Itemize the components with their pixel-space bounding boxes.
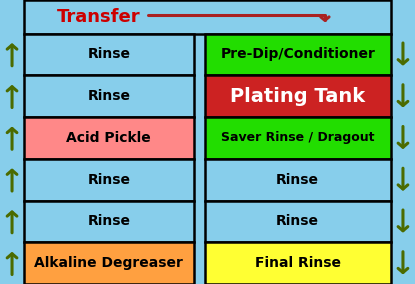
Text: Acid Pickle: Acid Pickle — [66, 131, 151, 145]
FancyBboxPatch shape — [205, 201, 391, 242]
Text: Rinse: Rinse — [87, 89, 130, 103]
FancyBboxPatch shape — [24, 117, 193, 159]
FancyBboxPatch shape — [205, 159, 391, 201]
Text: Plating Tank: Plating Tank — [230, 87, 365, 106]
Text: Rinse: Rinse — [276, 214, 319, 228]
FancyBboxPatch shape — [24, 75, 193, 117]
Text: Rinse: Rinse — [87, 173, 130, 187]
Text: Rinse: Rinse — [87, 47, 130, 61]
FancyBboxPatch shape — [24, 34, 193, 75]
Text: Pre-Dip/Conditioner: Pre-Dip/Conditioner — [220, 47, 375, 61]
FancyBboxPatch shape — [205, 34, 391, 75]
FancyBboxPatch shape — [205, 117, 391, 159]
FancyBboxPatch shape — [24, 159, 193, 201]
Text: Transfer: Transfer — [57, 8, 141, 26]
FancyBboxPatch shape — [205, 242, 391, 284]
Text: Saver Rinse / Dragout: Saver Rinse / Dragout — [221, 131, 374, 144]
FancyBboxPatch shape — [24, 242, 193, 284]
Text: Final Rinse: Final Rinse — [255, 256, 341, 270]
Text: Rinse: Rinse — [87, 214, 130, 228]
Text: Alkaline Degreaser: Alkaline Degreaser — [34, 256, 183, 270]
Text: Rinse: Rinse — [276, 173, 319, 187]
FancyBboxPatch shape — [205, 75, 391, 117]
FancyBboxPatch shape — [24, 201, 193, 242]
FancyBboxPatch shape — [24, 0, 391, 34]
